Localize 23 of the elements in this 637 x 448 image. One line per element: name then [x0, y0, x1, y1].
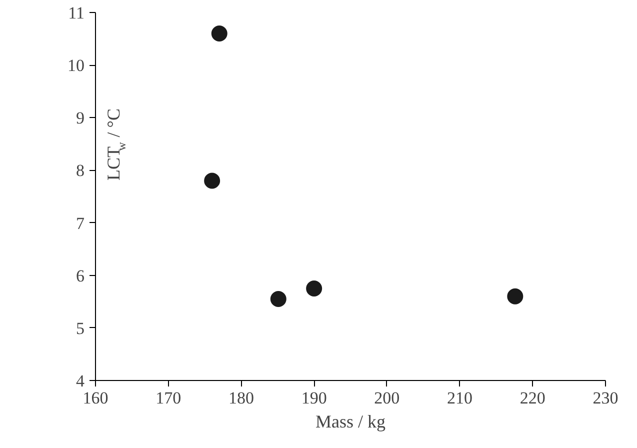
y-tick-label: 11 [68, 4, 85, 22]
y-tick-label: 10 [68, 56, 84, 76]
y-tick-label: 8 [76, 161, 84, 180]
point [270, 291, 286, 307]
x-tick-label: 160 [82, 388, 108, 408]
x-tick-label: 170 [156, 388, 182, 408]
x-tick-label: 230 [592, 388, 618, 408]
y-tick-label: 9 [76, 108, 84, 128]
y-tick-label: 4 [76, 372, 85, 390]
x-axis-title: Mass / kg [316, 412, 386, 432]
point [211, 26, 228, 42]
x-tick-label: 200 [374, 388, 400, 408]
x-tick-label: 220 [520, 388, 546, 408]
point [306, 280, 322, 296]
x-tick-label: 190 [301, 388, 327, 408]
y-tick-label: 7 [76, 214, 85, 233]
y-tick-label: 6 [76, 266, 84, 286]
y-axis-title: LCTw / °C [104, 108, 128, 180]
x-tick-label: 180 [228, 388, 254, 408]
y-tick-label: 5 [76, 318, 84, 338]
point [204, 172, 220, 189]
x-tick-label: 210 [447, 388, 473, 408]
point [507, 288, 524, 304]
